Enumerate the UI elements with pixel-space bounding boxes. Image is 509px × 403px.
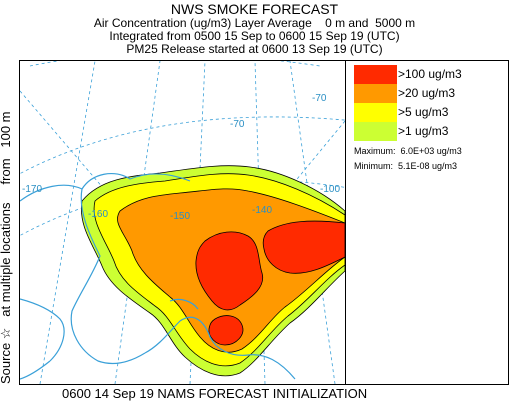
smoke-map: -170 -160 -150 -140 -100 -70 -70 (19, 60, 346, 385)
smoke-plume (80, 165, 345, 377)
legend-label: >20 ug/m3 (398, 86, 456, 100)
map-title: NWS SMOKE FORECAST (170, 1, 339, 17)
grid-label-5: -100 (320, 184, 340, 195)
grid-label-7: -70 (312, 93, 327, 104)
legend-item-gt20: >20 ug/m3 (354, 84, 504, 103)
legend-swatch (354, 65, 397, 84)
grid-label-4: -140 (252, 205, 272, 216)
legend-item-gt100: >100 ug/m3 (354, 65, 504, 84)
map-canvas: -170 -160 -150 -140 -100 -70 -70 (20, 61, 345, 384)
subtitle-concentration: Air Concentration (ug/m3) Layer Average … (93, 16, 416, 30)
legend-item-gt1: >1 ug/m3 (354, 122, 504, 141)
grid-label-2: -160 (88, 209, 108, 220)
grid-label-1: -170 (22, 184, 42, 195)
legend: >100 ug/m3 >20 ug/m3 >5 ug/m3 >1 ug/m3 M… (345, 60, 509, 385)
legend-swatch (354, 103, 397, 122)
legend-label: >5 ug/m3 (398, 105, 449, 119)
legend-label: >100 ug/m3 (398, 67, 462, 81)
grid-label-3: -150 (170, 211, 190, 222)
subtitle-release: PM25 Release started at 0600 13 Sep 19 (… (126, 42, 383, 56)
forecast-initialization: 0600 14 Sep 19 NAMS FORECAST INITIALIZAT… (62, 386, 368, 401)
legend-swatch (354, 84, 397, 103)
legend-swatch (354, 122, 397, 141)
coastline (20, 172, 296, 380)
source-side-label: Source ☆ at multiple locations from 100 … (0, 112, 13, 385)
legend-label: >1 ug/m3 (398, 124, 449, 138)
graticule (20, 61, 345, 384)
minimum-value: Minimum: 5.1E-08 ug/m3 (354, 161, 458, 171)
contour-gt100 (195, 231, 264, 311)
grid-label-6: -70 (230, 119, 245, 130)
contour-gt100-south (208, 315, 244, 346)
contour-gt100-east (262, 220, 345, 274)
maximum-value: Maximum: 6.0E+03 ug/m3 (354, 146, 462, 156)
subtitle-integration: Integrated from 0500 15 Sep to 0600 15 S… (109, 29, 400, 43)
legend-item-gt5: >5 ug/m3 (354, 103, 504, 122)
